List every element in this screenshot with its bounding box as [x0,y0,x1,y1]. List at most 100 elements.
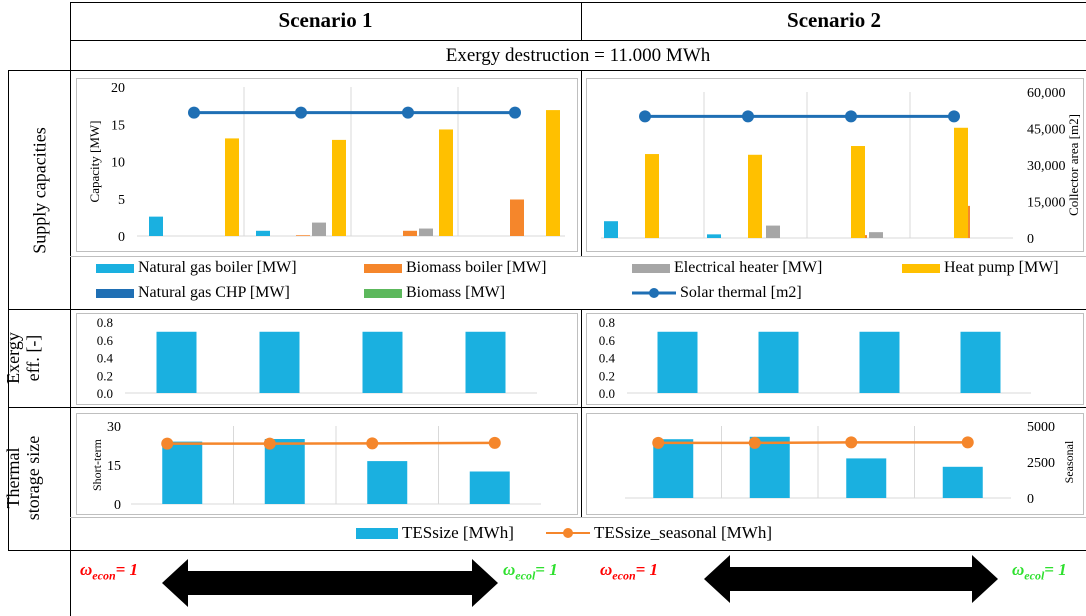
bar-2-1 [766,225,780,238]
exergy-destruction-label: Exergy destruction = 11.000 MWh [445,45,711,66]
solar-point-0 [188,106,200,119]
seasonal-point-2 [366,437,379,450]
bar-2-2 [869,232,883,238]
s1-omega-econ: ωecon= 1 [80,560,138,583]
y2-tick-label: 0 [1027,232,1034,247]
y-tick-label: 0 [114,498,121,513]
grid-left [70,2,71,616]
y-tick-label: 15 [107,459,121,474]
y-tick-label: 20 [111,81,125,96]
y2-tick-label: 0 [1027,492,1034,507]
legend-biomass-swatch [364,288,402,298]
s1-omega-ecol-symbol: ω [503,560,516,579]
exergy-bar-3 [960,331,1001,393]
s2-omega-ecol-value: = 1 [1044,560,1067,579]
y-tick-label: 0.0 [97,386,113,401]
tes-bar-3 [942,466,983,498]
s2-storage-panel: 0 2500 5000 Seasonal [586,413,1084,515]
s1-exergy-chart: 0.0 0.2 0.4 0.6 0.8 [97,315,537,401]
s1-storage-panel: 0 15 30 Short-term [76,413,578,515]
y-tick-label: 0.6 [97,333,114,348]
legend-tes-seasonal-swatch [546,528,590,538]
y-tick-label: 0.4 [599,351,616,366]
tes-bar-1 [264,439,305,504]
scenario2-header: Scenario 2 [787,8,881,32]
tes-bar-0 [162,441,203,504]
seasonal-point-3 [488,436,501,449]
legend-ng-boiler-swatch [96,263,134,273]
y-tick-label: 0.2 [599,368,615,383]
bar-2-2 [419,228,433,236]
solar-point-2 [845,110,857,123]
y-tick-label: 10 [111,156,125,171]
s2-exergy-panel: 0.0 0.2 0.4 0.6 0.8 [586,313,1084,405]
legend-tes-seasonal-label: TESsize_seasonal [MWh] [594,523,772,542]
bar-0-1 [256,230,270,236]
legend-electrical-heater-swatch [632,263,670,273]
grid-lower-divider [581,309,582,517]
s2-omega-ecol: ωecol= 1 [1012,560,1067,583]
seasonal-point-0 [161,437,174,450]
y-tick-label: 5 [118,193,125,208]
legend-heat-pump: Heat pump [MW] [902,259,1059,277]
tes-bar-2 [367,461,408,504]
legend-tes-swatch [356,527,398,539]
y-tick-label: 0.8 [599,315,615,330]
exergy-bar-2 [362,331,403,393]
y-tick-label: 0.2 [97,368,113,383]
bar-0-0 [149,216,163,236]
s1-omega-econ-value: = 1 [115,560,139,579]
y-tick-label: 0.0 [599,386,615,401]
seasonal-point-1 [263,437,276,450]
legend-tes: TESsize [MWh] [356,523,514,543]
legend-heat-pump-swatch [902,263,940,273]
tes-bar-2 [846,458,887,498]
s1-exergy-panel: 0.0 0.2 0.4 0.6 0.8 [76,313,578,405]
legend-ng-chp-label: Natural gas CHP [MW] [138,284,290,301]
exergy-bar-1 [259,331,300,393]
bar-3-1 [748,154,762,238]
seasonal-point-1 [748,436,761,449]
y2-axis-label: Seasonal [1062,440,1076,483]
y2-tick-label: 30,000 [1027,159,1066,174]
legend-ng-chp-swatch [96,288,134,298]
s2-supply-panel: 0 15,000 30,000 45,000 60,000 Collector area … [586,78,1084,252]
exergy-bar-0 [657,331,698,393]
legend-biomass-label: Biomass [MW] [406,284,506,301]
legend-biomass-boiler: Biomass boiler [MW] [364,259,546,277]
legend-solar-thermal-swatch [632,288,676,298]
bar-3-1 [332,139,346,236]
bar-3-2 [851,146,865,238]
bar-1-1 [296,235,310,236]
exergy-bar-2 [859,331,900,393]
solar-point-3 [509,106,521,119]
y-axis-label: Capacity [MW] [87,121,102,203]
y-axis-label: Short-term [90,438,104,491]
y2-tick-label: 45,000 [1027,123,1066,138]
y-tick-label: 0.8 [97,315,113,330]
seasonal-point-0 [652,436,665,449]
solar-point-0 [639,110,651,123]
row-label-supply: Supply capacities [29,127,50,254]
seasonal-point-3 [961,436,974,449]
y2-axis-label: Collector area [m2] [1066,114,1081,216]
s1-double-arrow-icon [162,559,498,607]
legend-tes-label: TESsize [MWh] [402,523,514,542]
grid-top [70,2,1086,3]
solar-point-1 [295,106,307,119]
bar-3-2 [439,129,453,236]
solar-point-1 [742,110,754,123]
s1-omega-ecol-value: = 1 [535,560,558,579]
s1-omega-econ-symbol: ω [80,560,93,579]
solar-point-2 [402,106,414,119]
bar-2-1 [312,222,326,236]
s1-omega-ecol: ωecol= 1 [503,560,558,583]
legend-tes-seasonal: TESsize_seasonal [MWh] [546,523,772,543]
y2-tick-label: 60,000 [1027,86,1066,101]
y-tick-label: 0.4 [97,351,114,366]
bar-0-0 [604,221,618,238]
s2-omega-econ-sub: econ [612,568,636,583]
scenario1-header: Scenario 1 [278,8,373,32]
s2-omega-econ: ωecon= 1 [600,560,658,583]
